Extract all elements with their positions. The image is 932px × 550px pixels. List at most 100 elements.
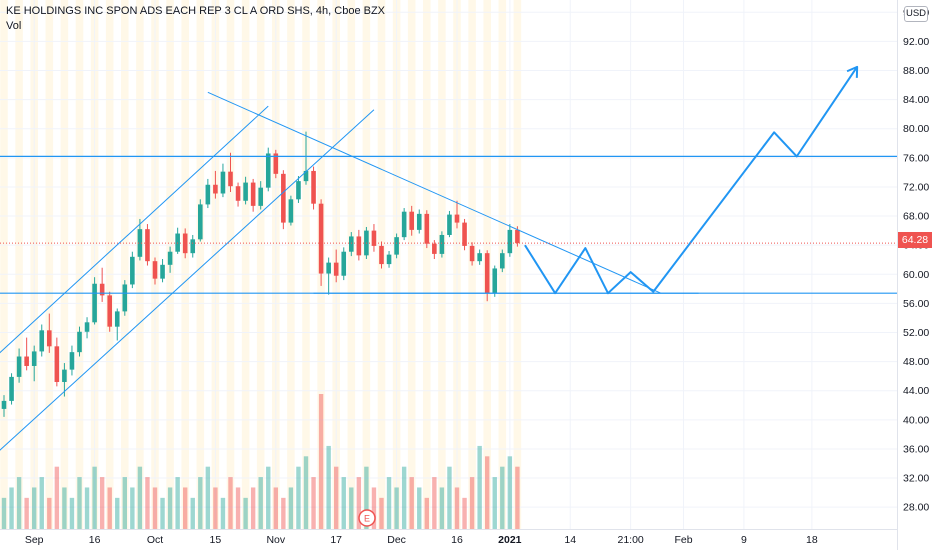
time-tick-label: Nov: [266, 534, 285, 546]
symbol-title[interactable]: KE HOLDINGS INC SPON ADS EACH REP 3 CL A…: [6, 5, 386, 17]
candle-body: [235, 186, 241, 201]
time-tick-label: 21:00: [618, 534, 644, 546]
earnings-marker-ring: [358, 509, 376, 527]
volume-bar: [281, 497, 286, 529]
volume-bar: [137, 466, 143, 529]
volume-bar: [115, 497, 120, 529]
candle-body: [477, 253, 482, 262]
volume-bar: [364, 466, 369, 529]
volume-bar: [303, 456, 309, 529]
session-band: [347, 0, 356, 529]
volume-bar: [190, 497, 195, 529]
session-band: [438, 0, 446, 529]
earnings-marker[interactable]: E: [358, 509, 376, 527]
volume-bar: [288, 487, 294, 529]
session-band: [423, 0, 431, 529]
candle-body: [137, 229, 143, 257]
volume-bar: [447, 466, 452, 529]
volume-bar: [145, 477, 150, 529]
volume-bar: [334, 466, 339, 529]
volume-bar: [500, 466, 505, 529]
volume-bar: [62, 487, 67, 529]
volume-bar: [235, 487, 241, 529]
session-band: [302, 0, 310, 529]
price-tick-label: 88.00: [903, 65, 929, 77]
price-tick-label: 36.00: [903, 443, 929, 455]
volume-bar: [198, 477, 203, 529]
session-band: [136, 0, 144, 529]
volume-bar: [318, 394, 324, 529]
candle-body: [122, 284, 128, 312]
candle-body: [92, 283, 97, 323]
volume-bar: [492, 477, 497, 529]
session-band: [362, 0, 371, 529]
volume-bar: [228, 477, 233, 529]
price-tick-label: 32.00: [903, 473, 929, 485]
candle-body: [401, 211, 407, 238]
time-tick-label: 9: [741, 534, 747, 546]
session-band: [60, 0, 69, 529]
candle-body: [152, 261, 158, 279]
volume-bar: [371, 487, 377, 529]
candle-body: [273, 153, 279, 174]
session-band: [226, 0, 235, 529]
candle-body: [265, 153, 271, 188]
triangle-upper-trendline: [207, 91, 662, 294]
session-band: [105, 0, 114, 529]
currency-badge[interactable]: USD: [904, 6, 928, 22]
volume-bar: [273, 487, 278, 529]
price-tick-label: 48.00: [903, 356, 929, 368]
volume-bar: [220, 497, 226, 529]
candle-body: [409, 211, 414, 230]
volume-bar: [32, 487, 37, 529]
candle-body: [371, 230, 377, 246]
candle-body: [288, 199, 294, 223]
time-tick-label: 16: [451, 534, 463, 546]
price-tick-label: 40.00: [903, 414, 929, 426]
volume-bar: [462, 497, 467, 529]
candle-body: [281, 173, 286, 223]
price-tick-label: 60.00: [903, 269, 929, 281]
candle-body: [507, 229, 513, 254]
volume-bar: [266, 466, 271, 529]
candle-body: [258, 187, 263, 206]
price-tick-label: 72.00: [903, 181, 929, 193]
volume-bar: [130, 487, 135, 529]
volume-bar: [394, 487, 399, 529]
price-tick-label: 68.00: [903, 211, 929, 223]
volume-bar: [175, 477, 180, 529]
candle-body: [16, 356, 22, 377]
candle-body: [24, 356, 29, 366]
candle-body: [167, 251, 173, 265]
candle-body: [54, 346, 60, 382]
channel-lower-line: [0, 109, 375, 451]
candle-body: [99, 283, 105, 296]
candle-body: [386, 254, 392, 265]
time-tick-label: 14: [564, 534, 576, 546]
volume-bar: [311, 477, 316, 529]
candle-body: [205, 184, 211, 205]
volume-bar: [24, 497, 29, 529]
price-axis[interactable]: 28.00 32.00 36.00 40.00 44.00 48.00 52.00 56.00…: [903, 7, 929, 514]
volume-bar: [326, 445, 331, 529]
time-axis[interactable]: Sep 16 Oct 15 Nov 17 Dec 16 2021 14 21:00 Feb 9 18: [25, 534, 818, 546]
candle-body: [356, 236, 362, 256]
volume-bar: [454, 487, 460, 529]
last-price-tag: 64.28: [898, 232, 932, 248]
volume-bar: [424, 497, 429, 529]
volume-label[interactable]: Vol: [6, 20, 22, 32]
volume-bar: [243, 497, 248, 529]
candle-body: [333, 262, 339, 276]
candle-body: [454, 214, 460, 223]
time-tick-label: 18: [806, 534, 818, 546]
candle-body: [250, 182, 256, 206]
volume-bar: [349, 487, 354, 529]
volume-bar: [507, 456, 513, 529]
volume-bar: [183, 487, 188, 529]
time-tick-label: Dec: [387, 534, 406, 546]
candle-body: [62, 369, 67, 382]
volume-bar: [409, 477, 414, 529]
session-band: [196, 0, 205, 529]
volume-bar: [9, 487, 14, 529]
